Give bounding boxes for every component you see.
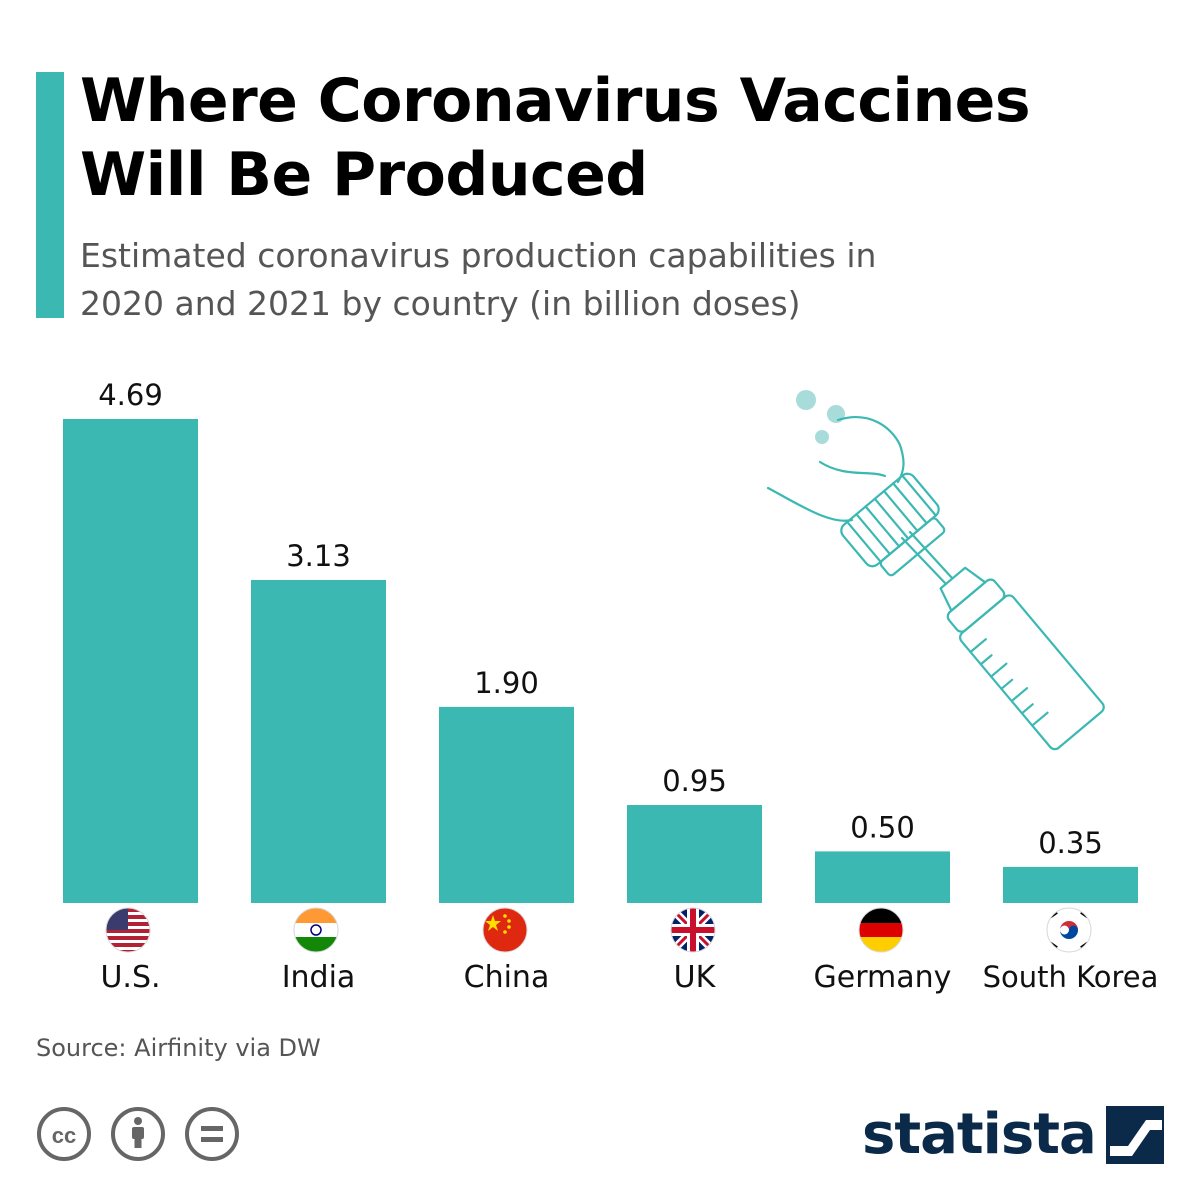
bar-5: [1003, 866, 1138, 903]
germany-flag-icon: [859, 908, 903, 952]
title-accent-bar: [36, 72, 64, 318]
india-flag-icon: [294, 908, 338, 952]
category-label-0: U.S.: [100, 960, 160, 995]
china-flag-icon: [483, 908, 527, 952]
category-label-3: UK: [674, 960, 717, 995]
chart-title-line-2: Will Be Produced: [80, 140, 648, 210]
license-icons: cc: [37, 1107, 239, 1161]
attribution-icon: [111, 1107, 165, 1161]
statista-logo-icon: [1106, 1106, 1164, 1164]
south-korea-flag-icon: [1047, 908, 1091, 952]
bar-4: [815, 851, 950, 903]
us-flag-ring: [105, 907, 151, 953]
chart-subtitle-line-2: 2020 and 2021 by country (in billion dos…: [80, 284, 801, 323]
value-label-0: 4.69: [98, 378, 163, 412]
value-label-5: 0.35: [1038, 826, 1103, 860]
no-derivatives-icon: [185, 1107, 239, 1161]
uk-flag-ring: [670, 907, 716, 953]
syringe-vial-icon: [766, 390, 1105, 751]
bar-3: [627, 805, 762, 903]
us-flag-icon: [106, 908, 150, 952]
value-label-3: 0.95: [662, 764, 727, 798]
china-flag-ring: [482, 907, 528, 953]
category-label-1: India: [282, 960, 356, 995]
value-label-2: 1.90: [474, 666, 539, 700]
chart-subtitle: Estimated coronavirus production capabil…: [80, 232, 1140, 328]
value-label-4: 0.50: [850, 810, 915, 844]
bar-1: [251, 580, 386, 903]
category-label-2: China: [464, 960, 550, 995]
germany-flag-ring: [858, 907, 904, 953]
bar-2: [439, 706, 574, 903]
svg-text:cc: cc: [52, 1123, 76, 1148]
chart-subtitle-line-1: Estimated coronavirus production capabil…: [80, 236, 877, 275]
value-label-1: 3.13: [286, 539, 351, 573]
creative-commons-icon: cc: [37, 1107, 91, 1161]
source-note: Source: Airfinity via DW: [36, 1034, 321, 1062]
south-korea-flag-ring: [1046, 907, 1092, 953]
chart-title: Where Coronavirus Vaccines Will Be Produ…: [80, 64, 1160, 212]
india-flag-ring: [293, 907, 339, 953]
statista-wordmark: statista: [862, 1102, 1097, 1167]
uk-flag-icon: [671, 908, 715, 952]
category-label-5: South Korea: [983, 960, 1159, 994]
category-label-4: Germany: [814, 960, 952, 995]
bar-chart: 4.69 U.S. 3.13 India 1.90 China 0.95 UK 0.50 Germ…: [63, 378, 1158, 995]
bar-0: [63, 419, 198, 903]
chart-title-line-1: Where Coronavirus Vaccines: [80, 66, 1031, 136]
bars-layer: 4.69 U.S. 3.13 India 1.90 China 0.95 UK 0.50 Germ…: [63, 378, 1158, 995]
